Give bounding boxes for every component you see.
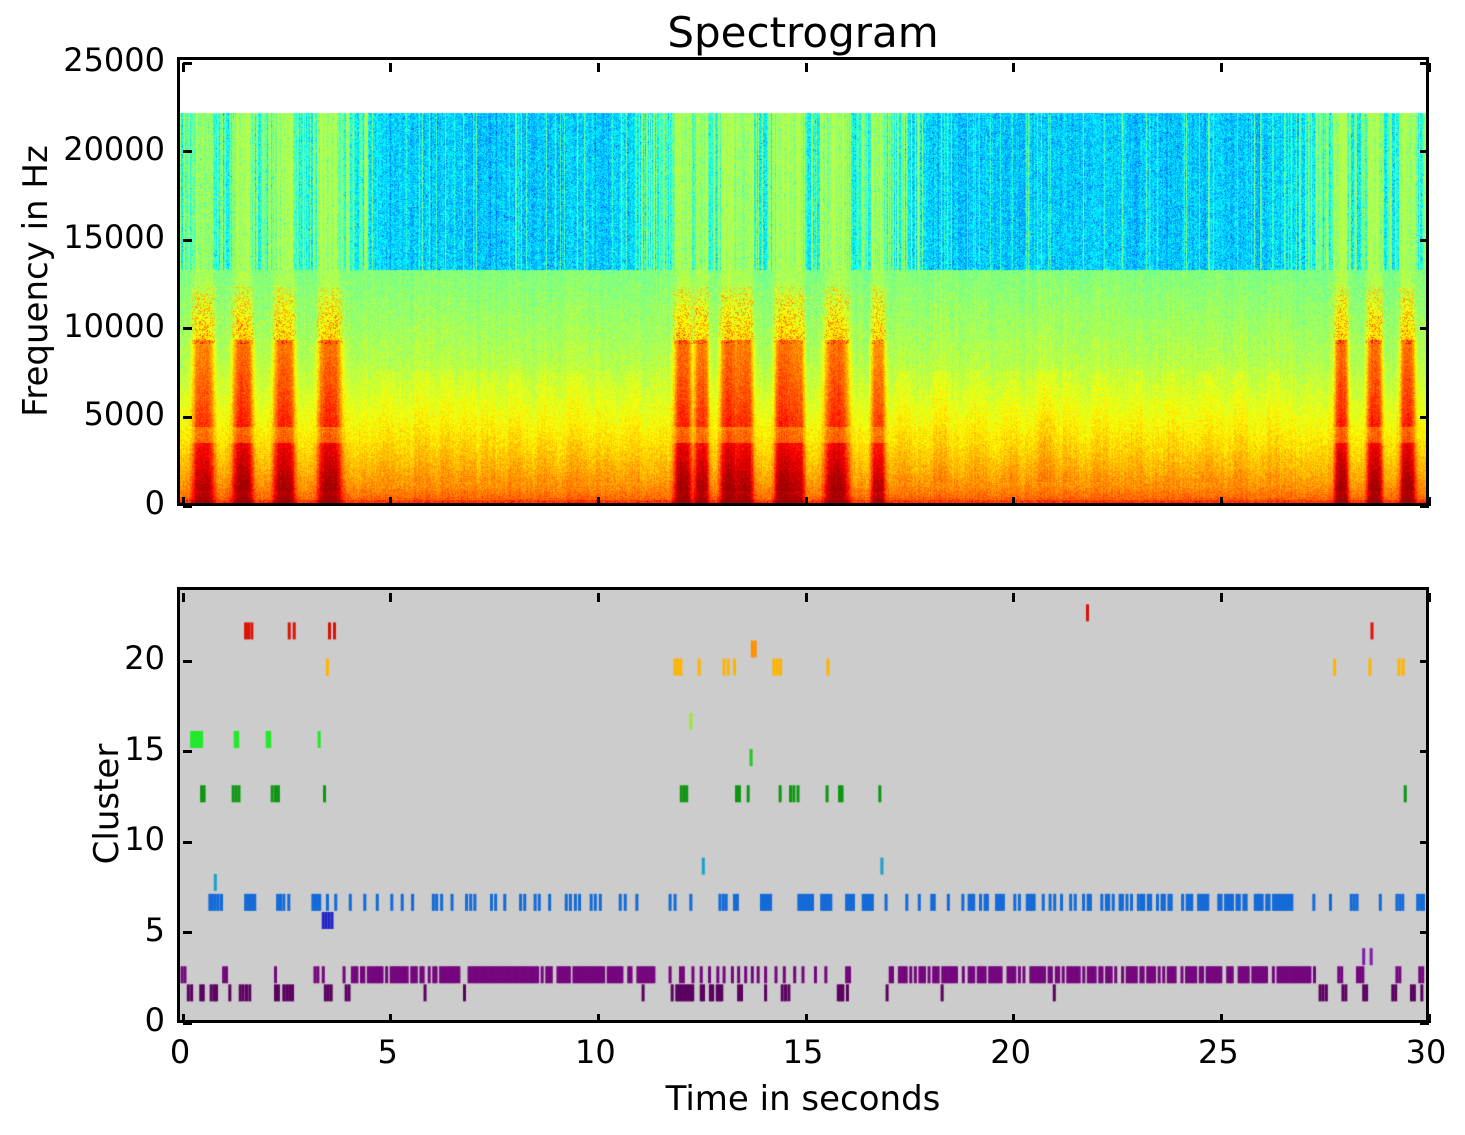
x-tick-mark [1012, 497, 1016, 506]
x-tick-mark [1219, 1014, 1223, 1023]
frequency-axis-label: Frequency in Hz [16, 145, 56, 417]
y-tick-mark [1420, 1021, 1429, 1025]
x-tick-mark [804, 593, 808, 602]
x-tick-mark [1012, 1014, 1016, 1023]
y-tick-mark [183, 415, 192, 419]
x-tick-mark [1427, 63, 1431, 72]
x-tick-mark [1012, 63, 1016, 72]
y-tick-mark [1420, 61, 1429, 65]
cluster-canvas [180, 590, 1426, 1020]
cluster-tick-label: 0 [144, 1001, 165, 1039]
x-tick-mark [181, 1014, 185, 1023]
x-tick-mark [804, 1014, 808, 1023]
time-tick-label: 10 [574, 1033, 616, 1071]
x-tick-mark [596, 593, 600, 602]
spectrogram-canvas [180, 60, 1426, 503]
frequency-tick-label: 10000 [63, 306, 165, 345]
y-tick-mark [1420, 931, 1429, 934]
x-tick-mark [181, 63, 185, 72]
y-tick-mark [183, 238, 192, 242]
y-tick-mark [183, 1021, 192, 1025]
x-tick-mark [1427, 497, 1431, 506]
frequency-tick-label: 20000 [63, 129, 165, 168]
x-tick-mark [389, 593, 393, 602]
cluster-tick-label: 20 [124, 639, 165, 678]
time-tick-label: 0 [169, 1033, 191, 1071]
time-tick-label: 5 [377, 1033, 398, 1071]
cluster-tick-label: 15 [124, 729, 165, 768]
y-tick-mark [183, 931, 192, 934]
time-tick-label: 30 [1405, 1033, 1447, 1071]
x-tick-mark [1427, 593, 1431, 602]
x-tick-mark [389, 63, 393, 72]
cluster-tick-label: 5 [144, 910, 165, 949]
x-tick-mark [181, 497, 185, 506]
y-tick-mark [183, 840, 192, 844]
time-tick-label: 25 [1197, 1033, 1239, 1071]
y-tick-mark [1420, 750, 1429, 754]
x-tick-mark [596, 63, 600, 72]
spectrogram-plot [177, 57, 1431, 508]
frequency-tick-label: 25000 [63, 41, 165, 79]
x-tick-mark [389, 1014, 393, 1023]
x-tick-mark [596, 497, 600, 506]
y-tick-mark [1420, 840, 1429, 844]
y-tick-mark [1420, 415, 1429, 419]
x-tick-mark [804, 63, 808, 72]
x-tick-mark [1219, 63, 1223, 72]
y-tick-mark [183, 61, 192, 65]
cluster-tick-label: 10 [124, 820, 165, 859]
y-tick-mark [1420, 150, 1429, 154]
y-tick-mark [183, 150, 192, 154]
x-tick-mark [181, 593, 185, 602]
y-tick-mark [1420, 327, 1429, 331]
y-tick-mark [1420, 238, 1429, 242]
frequency-tick-label: 15000 [63, 218, 165, 257]
y-tick-mark [183, 327, 192, 331]
x-tick-mark [1219, 497, 1223, 506]
time-axis-label: Time in seconds [665, 1079, 941, 1119]
y-tick-mark [183, 750, 192, 754]
frequency-tick-label: 0 [144, 484, 165, 522]
cluster-plot [177, 587, 1431, 1025]
x-tick-mark [1427, 1014, 1431, 1023]
frequency-tick-label: 5000 [83, 395, 165, 434]
time-tick-label: 20 [990, 1033, 1032, 1071]
x-tick-mark [596, 1014, 600, 1023]
x-tick-mark [804, 497, 808, 506]
y-tick-mark [183, 659, 192, 663]
x-tick-mark [389, 497, 393, 506]
y-tick-mark [183, 504, 192, 508]
time-tick-label: 15 [782, 1033, 824, 1071]
y-tick-mark [1420, 504, 1429, 508]
x-tick-mark [1219, 593, 1223, 602]
y-tick-mark [1420, 659, 1429, 663]
x-tick-mark [1012, 593, 1016, 602]
figure-title: Spectrogram [667, 8, 939, 57]
